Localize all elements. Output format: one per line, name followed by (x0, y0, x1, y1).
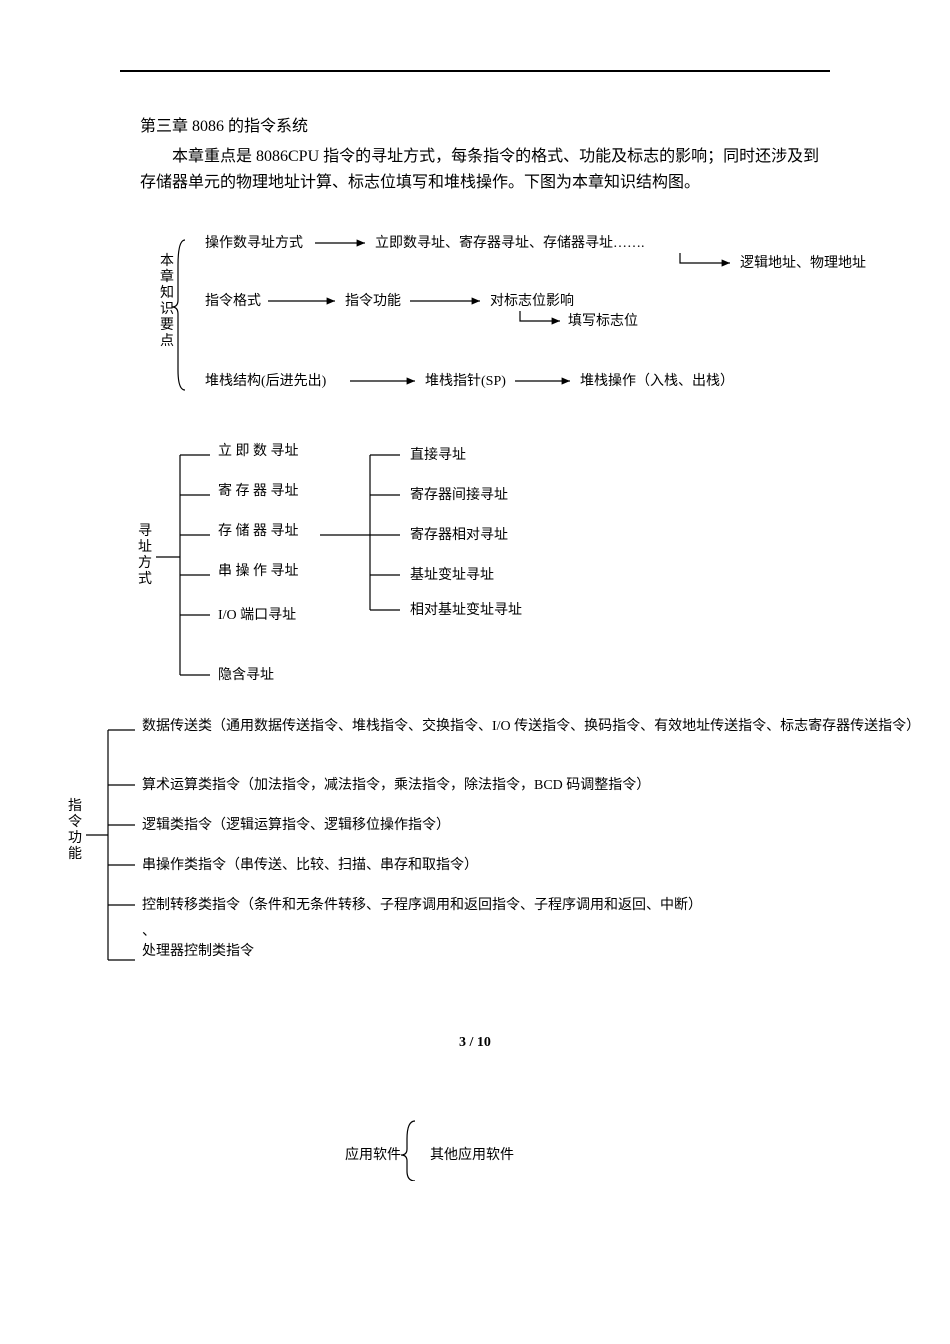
d1-r3c: 堆栈操作（入栈、出栈） (580, 373, 734, 389)
top-rule (120, 70, 830, 72)
d2-right-1: 寄存器间接寻址 (410, 486, 508, 503)
d2-left-3: 串 操 作 寻址 (218, 563, 299, 579)
bottom-fragment: 应用软件 其他应用软件 (60, 1111, 890, 1181)
bottom-right-label: 其他应用软件 (430, 1146, 514, 1163)
d3-root: 指 令 功 能 (68, 798, 86, 862)
d2-left-1: 寄 存 器 寻址 (218, 482, 299, 499)
d2-right-3: 基址变址寻址 (410, 566, 494, 583)
d1-r2c: 对标志位影响 (490, 293, 574, 309)
d3-item-5: 、 (142, 924, 156, 939)
chapter-title: 第三章 8086 的指令系统 (140, 112, 890, 136)
d2-right-0: 直接寻址 (410, 446, 466, 463)
diagram-instruction-functions: 指 令 功 能 数据传送类（通用数据传送指令、堆栈指令、交换指令、I/O 传送指… (60, 715, 930, 975)
d2-root: 寻 址 方 式 (138, 524, 156, 587)
d3-item-4: 控制转移类指令（条件和无条件转移、子程序调用和返回指令、子程序调用和返回、中断） (142, 896, 702, 913)
document-page: 第三章 8086 的指令系统 本章重点是 8086CPU 指令的寻址方式，每条指… (0, 0, 950, 1221)
page-number: 3 / 10 (60, 1035, 890, 1051)
d3-item-6: 处理器控制类指令 (142, 943, 254, 959)
d3-item-1: 算术运算类指令（加法指令，减法指令，乘法指令，除法指令，BCD 码调整指令） (142, 777, 650, 793)
d1-r2d: 填写标志位 (568, 313, 638, 329)
d2-left-2: 存 储 器 寻址 (218, 523, 299, 539)
d1-r3a: 堆栈结构(后进先出) (205, 373, 327, 389)
d2-left-5: 隐含寻址 (218, 667, 274, 683)
d1-r2b: 指令功能 (345, 293, 401, 309)
d3-item-2: 逻辑类指令（逻辑运算指令、逻辑移位操作指令） (142, 817, 450, 833)
d2-right-4: 相对基址变址寻址 (410, 601, 522, 618)
d2-right-2: 寄存器相对寻址 (410, 526, 508, 543)
d2-left-0: 立 即 数 寻址 (218, 443, 299, 459)
d3-item-0: 数据传送类（通用数据传送指令、堆栈指令、交换指令、I/O 传送指令、换码指令、有… (142, 717, 922, 737)
diagram-addressing-modes: 寻 址 方 式 立 即 数 寻址 寄 存 器 寻址 存 储 器 寻址 串 操 作… (120, 435, 720, 695)
bottom-left-label: 应用软件 (345, 1146, 401, 1163)
d1-r2a: 指令格式 (205, 293, 261, 309)
d1-root: 本 章 知 识 要 点 (160, 253, 178, 349)
d1-r1c: 逻辑地址、物理地址 (740, 255, 866, 271)
d1-r1b: 立即数寻址、寄存器寻址、存储器寻址……. (375, 234, 645, 251)
d1-r3b: 堆栈指针(SP) (425, 373, 506, 389)
d3-item-3: 串操作类指令（串传送、比较、扫描、串存和取指令） (142, 857, 478, 873)
d2-left-4: I/O 端口寻址 (218, 607, 296, 623)
d1-r1a: 操作数寻址方式 (205, 235, 303, 251)
diagram-knowledge-points: 本 章 知 识 要 点 操作数寻址方式 立即数寻址、寄存器寻址、存储器寻址…….… (120, 225, 950, 405)
intro-paragraph: 本章重点是 8086CPU 指令的寻址方式，每条指令的格式、功能及标志的影响；同… (140, 144, 830, 195)
